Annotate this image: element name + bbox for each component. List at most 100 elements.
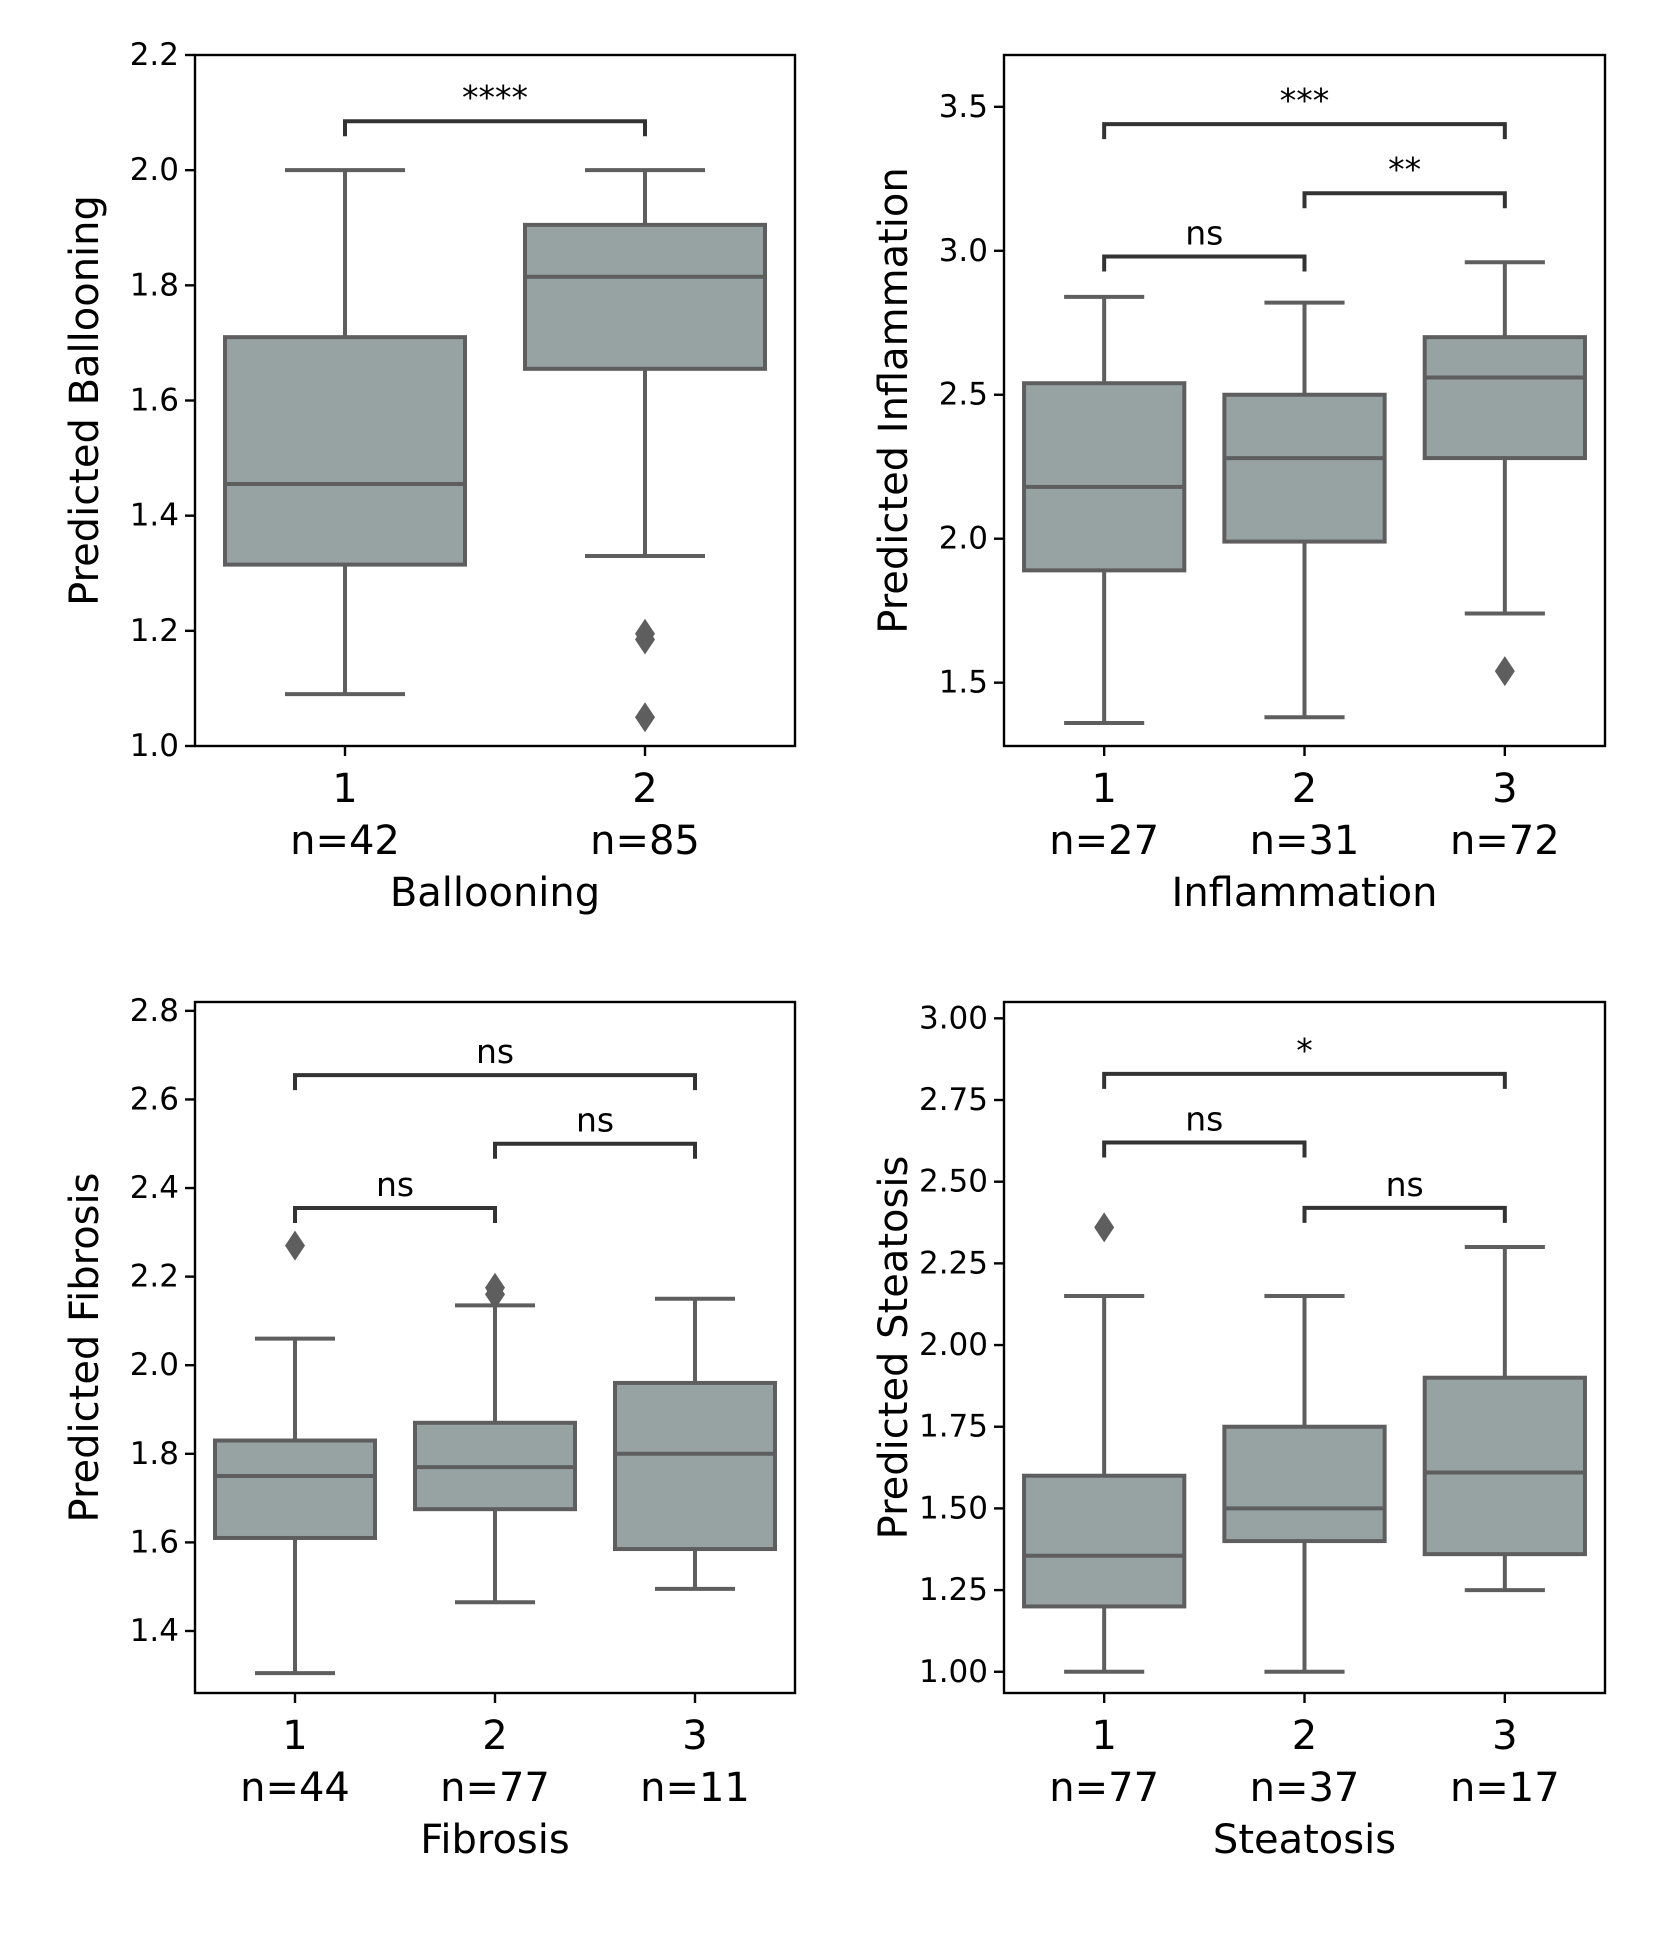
sample-size-label: n=77 <box>1049 1765 1159 1811</box>
significance-label: ns <box>1185 1099 1223 1138</box>
significance-bracket <box>293 1073 697 1091</box>
box-iqr <box>1222 1424 1387 1544</box>
box-iqr <box>1022 381 1187 573</box>
ytick-label: 1.8 <box>130 267 179 303</box>
sample-size-label: n=17 <box>1450 1765 1560 1811</box>
sample-size-label: n=27 <box>1049 818 1159 864</box>
significance-bracket <box>1102 1071 1507 1089</box>
outlier-point <box>485 1279 505 1310</box>
significance-label: ns <box>576 1101 614 1140</box>
xtick-label: 3 <box>1492 1713 1517 1759</box>
box-iqr <box>613 1380 777 1552</box>
ytick-label: 1.50 <box>919 1490 988 1526</box>
xtick-label: 3 <box>682 1713 707 1759</box>
ytick-label: 1.0 <box>130 728 179 764</box>
panel-fibrosis: 1.4 1.6 1.8 2.0 2.2 2.4 2.6 2.8 Predicted Fibros… <box>62 993 797 1863</box>
significance-bracket <box>1102 122 1507 140</box>
xtick-label: 1 <box>1091 1713 1116 1759</box>
outlier-point <box>635 624 655 655</box>
box-iqr <box>223 335 467 567</box>
box-iqr <box>1222 392 1387 544</box>
x-axis-label: Steatosis <box>1213 1817 1396 1863</box>
outlier-point <box>635 702 655 733</box>
box-group-3 <box>1422 1245 1587 1593</box>
sample-size-label: n=44 <box>240 1765 350 1811</box>
box-group-2 <box>413 1272 577 1605</box>
ytick-label: 1.75 <box>919 1409 988 1445</box>
significance-bracket <box>1302 191 1507 209</box>
xtick-label: 1 <box>282 1713 307 1759</box>
sample-size-label: n=31 <box>1250 818 1360 864</box>
sample-size-label: n=85 <box>590 818 700 864</box>
ytick-label: 2.75 <box>919 1082 988 1118</box>
ytick-label: 1.6 <box>130 383 179 419</box>
significance-bracket <box>1102 1140 1307 1158</box>
ytick-label: 2.0 <box>130 152 179 188</box>
sample-size-label: n=42 <box>290 818 400 864</box>
significance-bracket <box>1302 1205 1507 1223</box>
x-axis-label: Inflammation <box>1172 870 1438 916</box>
sample-size-label: n=11 <box>640 1765 750 1811</box>
box-group-1 <box>223 168 467 697</box>
ytick-label: 2.2 <box>130 37 179 73</box>
panel-steatosis: 1.00 1.25 1.50 1.75 2.00 2.25 2.50 2.75 3.00 Pred… <box>871 1000 1607 1863</box>
significance-bracket <box>1102 254 1307 272</box>
ytick-label: 1.8 <box>130 1436 179 1472</box>
box-iqr <box>523 222 767 371</box>
xtick-label: 2 <box>632 766 657 812</box>
box-iqr <box>1422 335 1587 461</box>
significance-label: ** <box>1388 150 1421 189</box>
ytick-label: 2.6 <box>130 1081 179 1117</box>
ytick-label: 2.0 <box>939 521 988 557</box>
y-axis-label: Predicted Ballooning <box>62 195 108 606</box>
x-axis-label: Ballooning <box>390 870 600 916</box>
xtick-label: 2 <box>1292 1713 1317 1759</box>
sample-size-label: n=77 <box>440 1765 550 1811</box>
ytick-label: 2.2 <box>130 1259 179 1295</box>
significance-label: ns <box>1386 1165 1424 1204</box>
box-group-1 <box>1022 294 1187 725</box>
box-iqr <box>213 1438 377 1540</box>
box-group-3 <box>1422 260 1587 687</box>
significance-label: **** <box>462 78 528 117</box>
xtick-label: 1 <box>1091 766 1116 812</box>
significance-bracket <box>493 1141 697 1159</box>
ytick-label: 1.25 <box>919 1572 988 1608</box>
ytick-label: 3.0 <box>939 233 988 269</box>
box-group-2 <box>1222 300 1387 720</box>
significance-bracket <box>293 1205 497 1223</box>
panel-ballooning: 1.0 1.2 1.4 1.6 1.8 2.0 2.2 Predicted Balloonin… <box>62 37 797 916</box>
ytick-label: 2.8 <box>130 993 179 1029</box>
y-axis-label: Predicted Fibrosis <box>62 1173 108 1523</box>
ytick-label: 1.4 <box>130 498 179 534</box>
box-iqr <box>1022 1473 1187 1609</box>
significance-label: * <box>1296 1031 1313 1070</box>
ytick-label: 1.00 <box>919 1654 988 1690</box>
box-iqr <box>1422 1375 1587 1557</box>
box-group-2 <box>523 168 767 733</box>
significance-label: ns <box>1185 214 1223 253</box>
significance-label: ns <box>476 1032 514 1071</box>
xtick-label: 2 <box>1292 766 1317 812</box>
ytick-label: 2.5 <box>939 377 988 413</box>
box-group-2 <box>1222 1294 1387 1674</box>
box-group-1 <box>1022 1212 1187 1674</box>
significance-label: *** <box>1280 81 1330 120</box>
ytick-label: 2.25 <box>919 1245 988 1281</box>
ytick-label: 1.2 <box>130 613 179 649</box>
sample-size-label: n=37 <box>1250 1765 1360 1811</box>
y-axis-label: Predicted Steatosis <box>871 1156 917 1540</box>
outlier-point <box>1494 656 1515 687</box>
ytick-label: 3.00 <box>919 1000 988 1036</box>
sample-size-label: n=72 <box>1450 818 1560 864</box>
outlier-point <box>1094 1212 1115 1243</box>
outlier-point <box>285 1230 305 1261</box>
significance-bracket <box>343 119 647 137</box>
ytick-label: 3.5 <box>939 89 988 125</box>
x-axis-label: Fibrosis <box>420 1817 569 1863</box>
ytick-label: 2.4 <box>130 1170 179 1206</box>
ytick-label: 1.4 <box>130 1613 179 1649</box>
xtick-label: 2 <box>482 1713 507 1759</box>
xtick-label: 3 <box>1492 766 1517 812</box>
